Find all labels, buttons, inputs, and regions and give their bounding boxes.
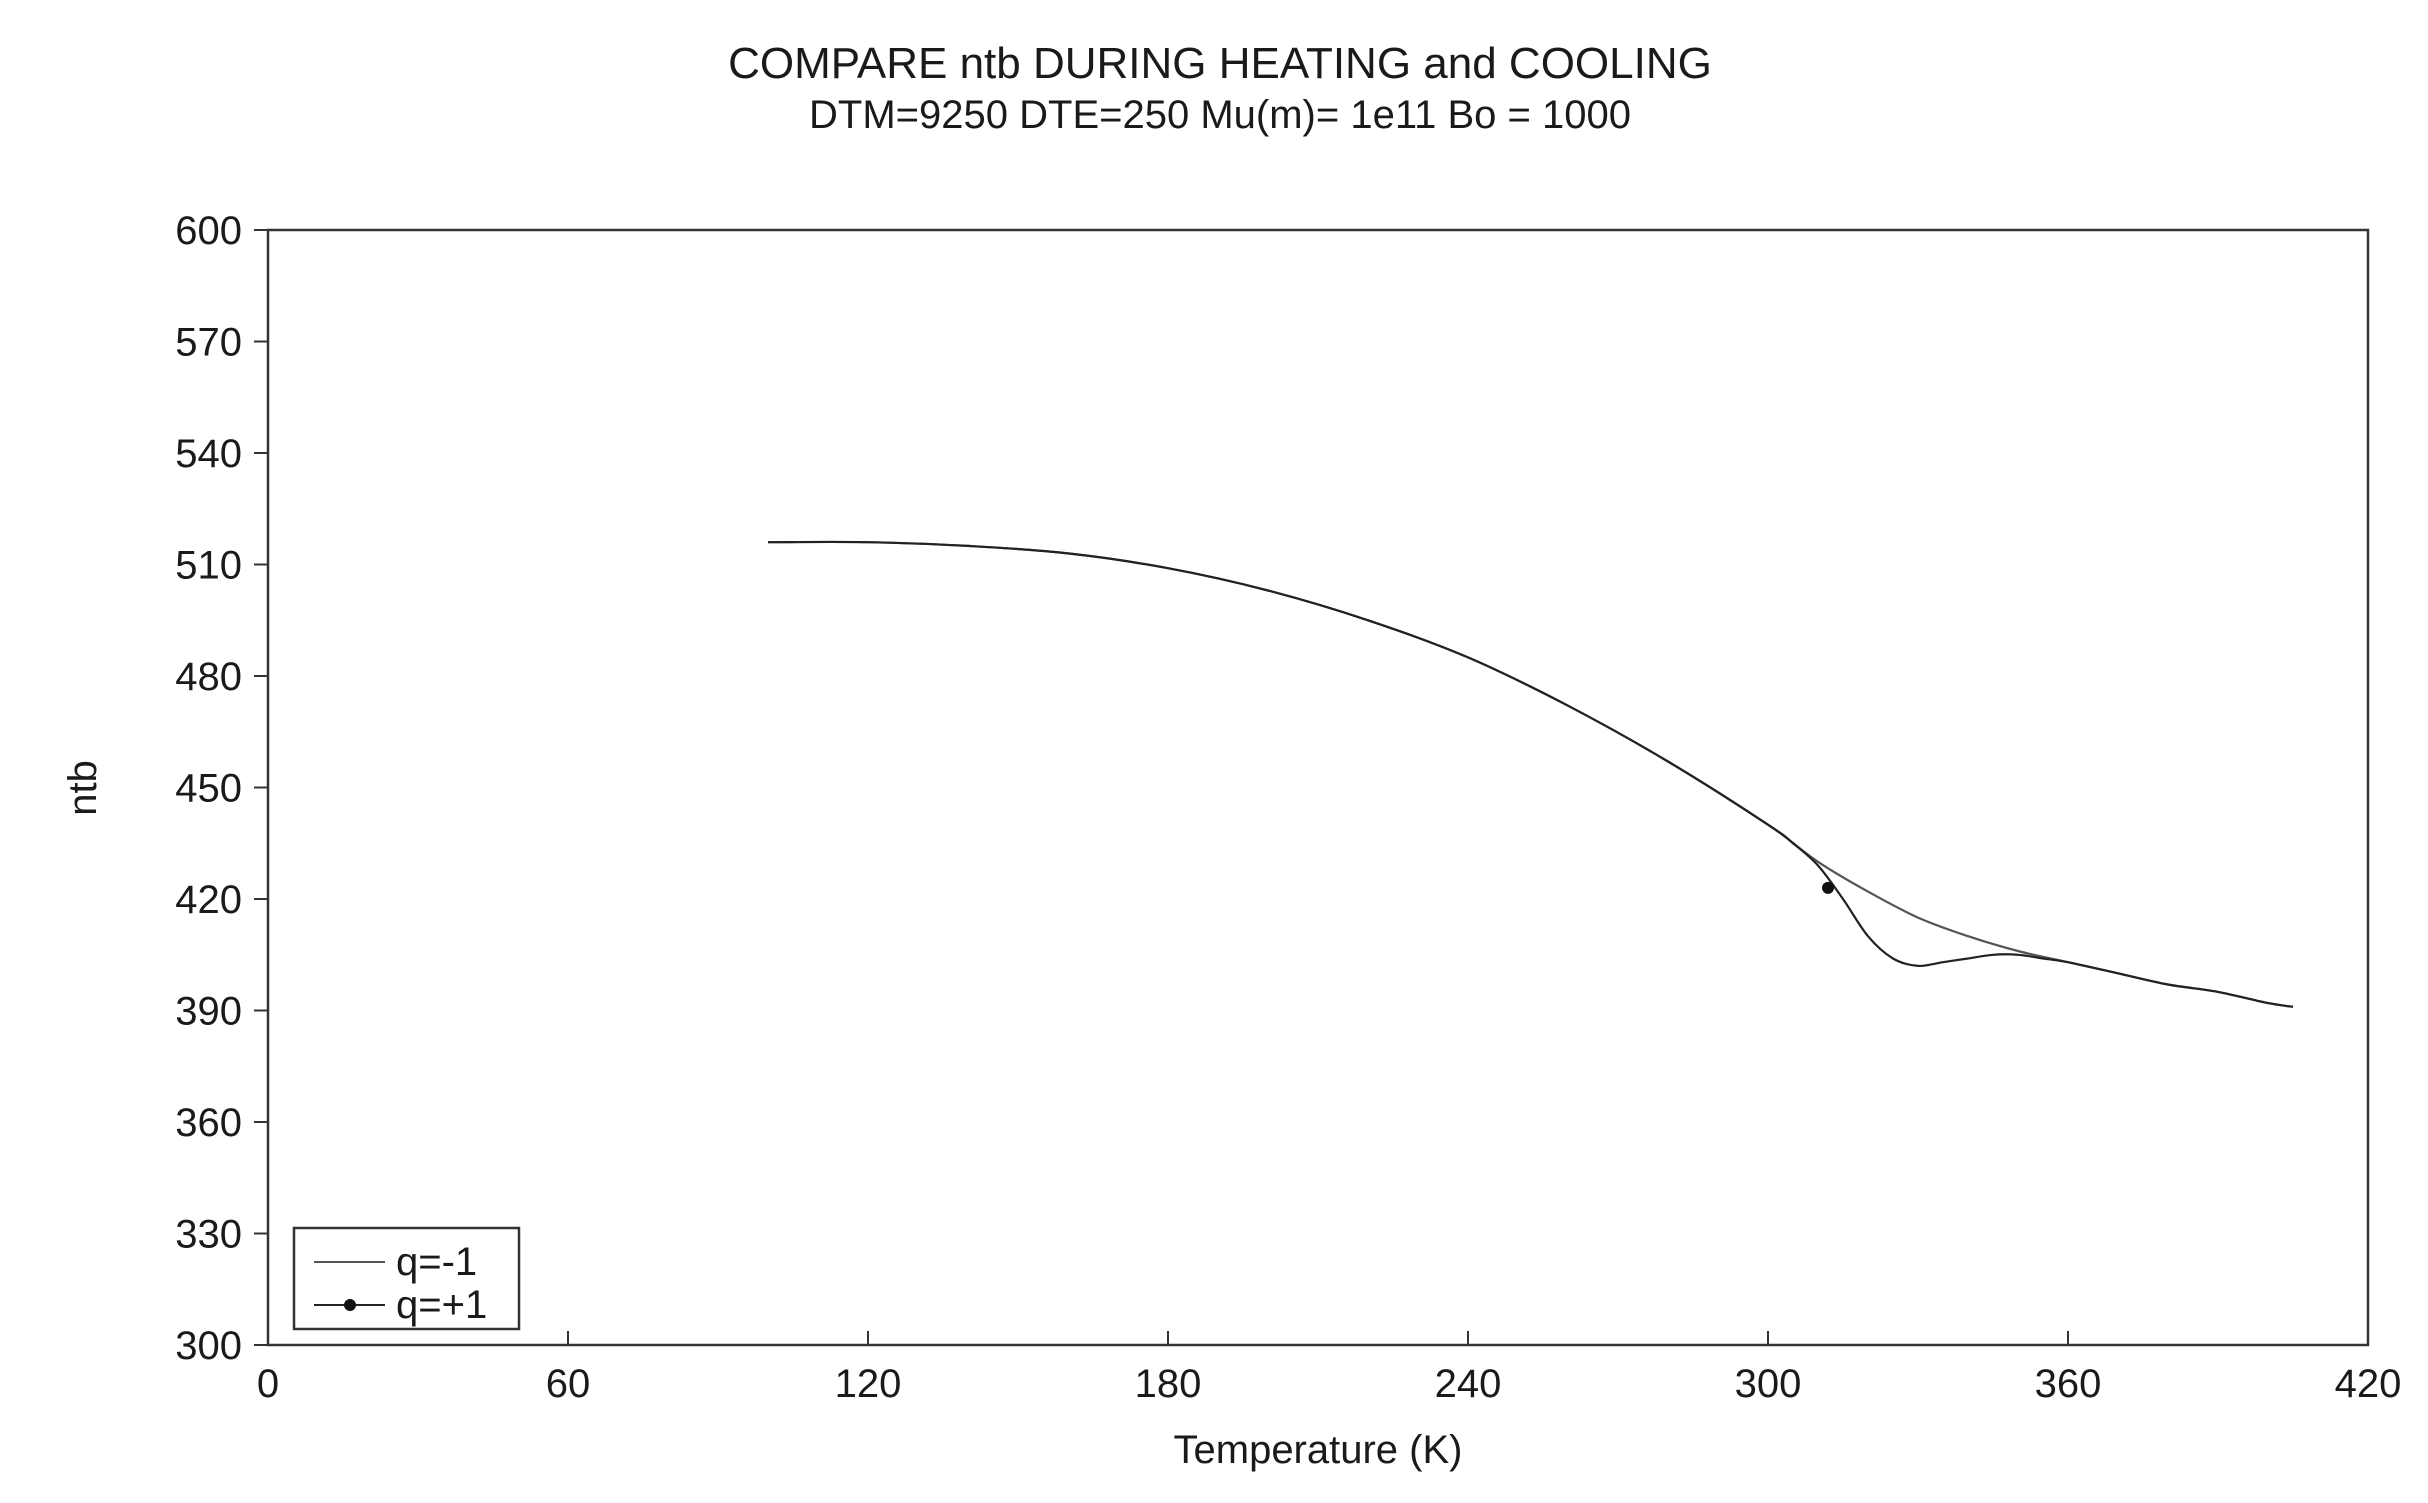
- x-tick-label: 240: [1435, 1362, 1502, 1406]
- y-tick-label: 600: [175, 209, 242, 253]
- chart-title: COMPARE ntb DURING HEATING and COOLING: [728, 39, 1712, 88]
- legend-marker-2: [344, 1299, 356, 1311]
- y-axis: 300 330 360 390 420 450 480 510 540 570 600: [175, 209, 268, 1368]
- x-tick-label: 420: [2335, 1362, 2402, 1406]
- x-tick-label: 300: [1735, 1362, 1802, 1406]
- y-tick-label: 480: [175, 655, 242, 699]
- y-tick-label: 570: [175, 321, 242, 365]
- x-tick-label: 180: [1135, 1362, 1202, 1406]
- x-tick-label: 360: [2035, 1362, 2102, 1406]
- x-tick-label: 0: [257, 1362, 279, 1406]
- x-axis: 0 60 120 180 240 300 360 420: [257, 1331, 2402, 1406]
- series-layer: [767, 540, 2294, 1008]
- x-tick-label: 120: [835, 1362, 902, 1406]
- legend-label-1: q=-1: [396, 1240, 477, 1284]
- y-tick-label: 360: [175, 1101, 242, 1145]
- y-axis-label: ntb: [61, 760, 105, 816]
- series-marker-2: [1822, 881, 1834, 894]
- x-tick-label: 60: [546, 1362, 591, 1406]
- y-tick-label: 450: [175, 767, 242, 811]
- y-tick-label: 510: [175, 544, 242, 588]
- legend: q=-1 q=+1: [292, 1226, 521, 1331]
- y-tick-label: 390: [175, 990, 242, 1034]
- y-tick-label: 330: [175, 1213, 242, 1257]
- y-tick-label: 300: [175, 1324, 242, 1368]
- legend-box: [292, 1226, 521, 1331]
- legend-label-2: q=+1: [396, 1283, 487, 1327]
- chart-subtitle: DTM=9250 DTE=250 Mu(m)= 1e11 Bo = 1000: [809, 93, 1631, 137]
- plot-frame: [266, 228, 2370, 1347]
- series-line-1: [767, 540, 2294, 1008]
- series-line-2: [767, 540, 2294, 1008]
- x-axis-label: Temperature (K): [1174, 1428, 1463, 1472]
- y-tick-label: 420: [175, 878, 242, 922]
- y-tick-label: 540: [175, 432, 242, 476]
